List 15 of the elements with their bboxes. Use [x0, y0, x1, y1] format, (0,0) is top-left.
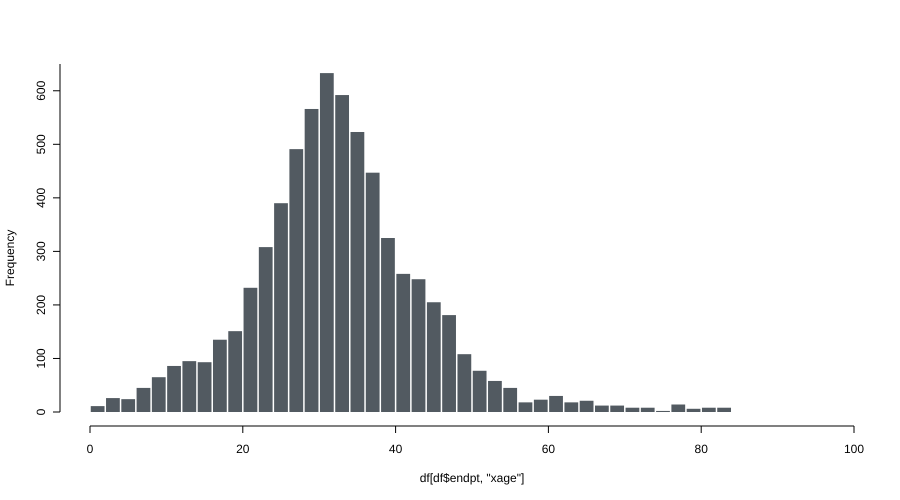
y-tick-label: 100	[34, 348, 48, 368]
x-tick-label: 20	[236, 442, 250, 456]
x-tick-label: 0	[86, 442, 94, 456]
y-tick-label: 300	[34, 241, 48, 262]
y-tick-label: 500	[34, 134, 48, 154]
x-tick-label: 80	[694, 442, 708, 456]
y-tick-label: 400	[34, 188, 48, 208]
y-axis-title: Frequency	[3, 230, 17, 286]
y-tick-label: 600	[34, 80, 48, 101]
x-tick-label: 60	[542, 442, 556, 456]
x-axis-title: df[df$endpt, "xage"]	[420, 471, 524, 485]
y-tick-label: 0	[34, 408, 48, 416]
x-tick-label: 100	[844, 442, 864, 456]
x-tick-label: 40	[388, 442, 403, 456]
y-tick-label: 200	[34, 294, 48, 315]
